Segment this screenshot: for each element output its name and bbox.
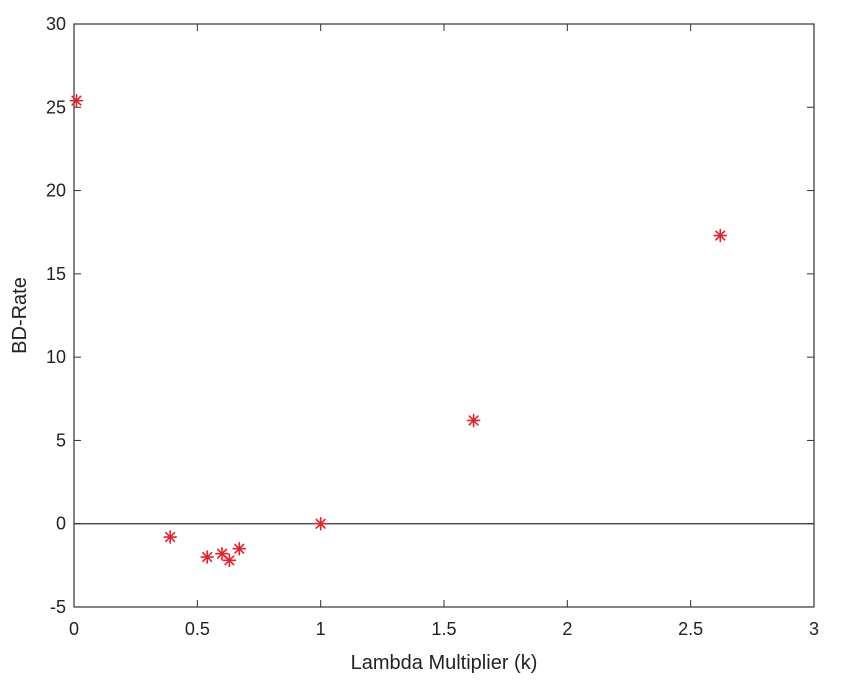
x-axis: 0 0.5 1 1.5 2 2.5 3 [69,24,819,639]
data-point [232,541,247,556]
x-tick-label: 2 [562,619,572,639]
x-axis-title: Lambda Multiplier (k) [351,652,538,674]
data-point [313,516,328,531]
plot-area [73,23,815,608]
y-tick-label: 30 [46,14,66,34]
y-tick-label: 15 [46,264,66,284]
x-tick-label: 1.5 [431,619,456,639]
y-axis: -5 0 5 10 15 20 25 30 [46,14,814,617]
data-point [163,530,177,544]
x-tick-label: 2.5 [678,619,703,639]
y-tick-label: 10 [46,347,66,367]
x-tick-label: 1 [316,619,326,639]
y-tick-label: 5 [56,430,66,450]
data-point [69,93,84,108]
y-tick-label: 25 [46,97,66,117]
y-tick-label: 0 [56,514,66,534]
x-tick-label: 3 [809,619,819,639]
y-tick-label: -5 [50,597,66,617]
data-point [222,553,237,568]
x-tick-label: 0 [69,619,79,639]
data-points [69,93,728,568]
data-point [713,228,728,243]
data-point [200,550,214,564]
y-tick-label: 20 [46,181,66,201]
y-axis-title: BD-Rate [9,277,31,354]
data-point [466,413,481,428]
x-tick-label: 0.5 [185,619,210,639]
